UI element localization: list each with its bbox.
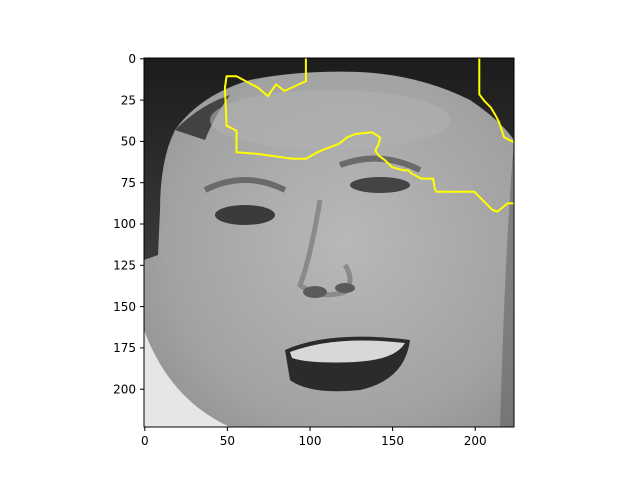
y-tick-label: 125 — [113, 259, 136, 273]
y-tick-label: 0 — [128, 52, 136, 66]
x-tick-label: 0 — [141, 434, 149, 448]
x-tick-label: 200 — [464, 434, 487, 448]
y-tick-label: 25 — [121, 93, 136, 107]
x-axis: 0 50 100 150 200 — [141, 427, 487, 448]
x-tick-label: 50 — [220, 434, 235, 448]
y-tick-label: 175 — [113, 341, 136, 355]
y-tick-label: 150 — [113, 300, 136, 314]
y-axis: 0 25 50 75 100 125 150 175 200 — [113, 52, 144, 396]
y-tick-label: 200 — [113, 382, 136, 396]
x-tick-label: 150 — [381, 434, 404, 448]
y-tick-label: 75 — [121, 176, 136, 190]
y-tick-label: 100 — [113, 217, 136, 231]
face-photo — [144, 58, 514, 427]
x-tick-label: 100 — [299, 434, 322, 448]
y-tick-label: 50 — [121, 135, 136, 149]
